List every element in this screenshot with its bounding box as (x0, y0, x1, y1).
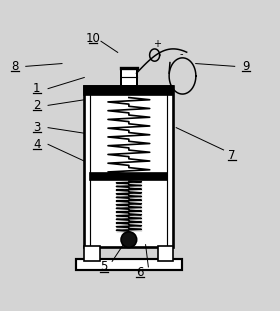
Text: 9: 9 (242, 60, 250, 73)
Text: 6: 6 (136, 266, 144, 279)
Text: 10: 10 (85, 32, 100, 45)
Bar (158, 246, 173, 261)
Bar (84, 86, 173, 248)
Text: 3: 3 (33, 121, 41, 134)
Bar (84, 246, 100, 261)
Bar (76, 258, 182, 270)
Text: -: - (179, 49, 183, 59)
Text: 4: 4 (33, 138, 41, 151)
Text: +: + (153, 39, 161, 49)
Text: 7: 7 (228, 149, 236, 162)
Bar (90, 174, 167, 179)
Bar (84, 86, 173, 95)
Circle shape (121, 232, 137, 248)
Text: 2: 2 (33, 99, 41, 112)
Text: 5: 5 (100, 260, 108, 273)
Text: 8: 8 (11, 60, 18, 73)
Bar (121, 68, 137, 86)
Text: 1: 1 (33, 82, 41, 95)
